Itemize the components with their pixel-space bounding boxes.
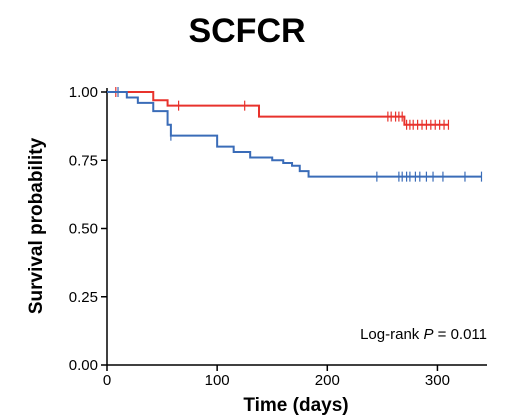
y-tick-label: 0.00 [69, 357, 98, 374]
chart-title: SCFCR [188, 12, 305, 50]
y-axis-label: Survival probability [26, 137, 47, 314]
x-axis-label: Time (days) [243, 395, 348, 416]
x-tick-label: 200 [315, 372, 340, 389]
x-axis: 0 100 200 300 [103, 364, 487, 389]
y-tick-label: 0.50 [69, 221, 98, 238]
x-tick-label: 0 [103, 372, 111, 389]
y-tick-label: 1.00 [69, 84, 98, 101]
y-tick-label: 0.25 [69, 289, 98, 306]
series-2 [107, 87, 483, 182]
series-line [107, 91, 449, 126]
series-1 [107, 87, 450, 130]
logrank-annotation: Log-rank P = 0.011 [360, 326, 487, 343]
y-ticks: 0.00 0.25 0.50 0.75 1.00 [69, 84, 107, 374]
x-tick-label: 100 [205, 372, 230, 389]
x-ticks: 0 100 200 300 [103, 365, 450, 389]
y-tick-label: 0.75 [69, 152, 98, 169]
logrank-value: = 0.011 [433, 326, 487, 343]
logrank-prefix: Log-rank [360, 326, 423, 343]
series-layer [107, 87, 483, 182]
logrank-p-symbol: P [423, 326, 433, 343]
y-axis: 0.00 0.25 0.50 0.75 1.00 [69, 84, 108, 374]
series-line [107, 91, 482, 178]
x-tick-label: 300 [425, 372, 450, 389]
